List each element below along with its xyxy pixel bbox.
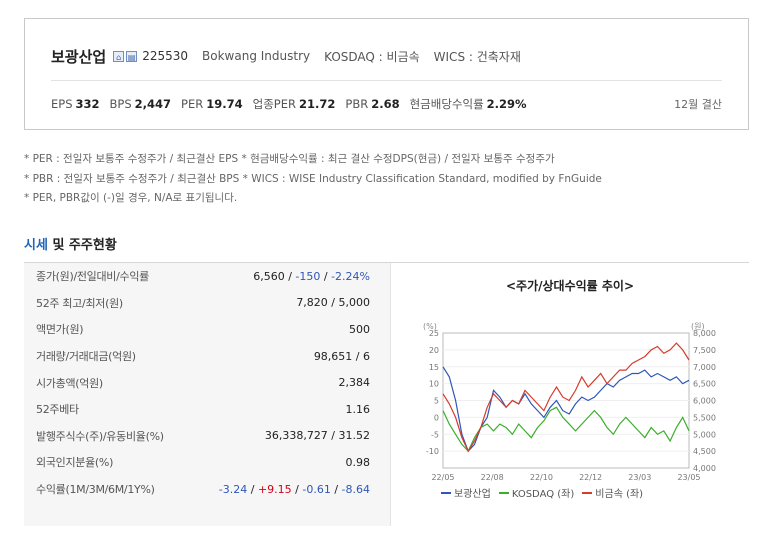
header-divider bbox=[51, 80, 722, 81]
left-tick-label: 5 bbox=[434, 397, 439, 406]
table-row: 거래량/거래대금(억원) 98,651 / 6 bbox=[24, 343, 390, 370]
section-title: 시세 및 주주현황 bbox=[24, 234, 117, 253]
price-table: 종가(원)/전일대비/수익률 6,560 / -150 / -2.24% 52주… bbox=[24, 263, 390, 526]
indicator-row: EPS 332 BPS 2,447 PER 19.74 업종PER 21.72 PBR 2… bbox=[51, 95, 722, 113]
left-tick-label: 15 bbox=[429, 363, 439, 372]
series-line-0 bbox=[443, 367, 689, 451]
market-info: KOSDAQ : 비금속 bbox=[324, 48, 420, 65]
right-tick-label: 7,500 bbox=[693, 346, 716, 355]
left-tick-label: 20 bbox=[429, 346, 439, 355]
left-tick-label: 10 bbox=[429, 380, 439, 389]
right-tick-label: 7,000 bbox=[693, 363, 716, 372]
indicator-eps: EPS 332 bbox=[51, 97, 100, 111]
returns-value: -3.24 / +9.15 / -0.61 / -8.64 bbox=[219, 483, 370, 496]
right-tick-label: 6,500 bbox=[693, 380, 716, 389]
footnote: * PBR : 전일자 보통주 수정주가 / 최근결산 BPS * WICS :… bbox=[24, 170, 602, 190]
table-row: 발행주식수(주)/유동비율(%) 36,338,727 / 31.52 bbox=[24, 423, 390, 450]
stock-code: 225530 bbox=[142, 49, 188, 63]
company-header: 보광산업 ⌂ ▤ 225530 Bokwang Industry KOSDAQ … bbox=[51, 44, 535, 68]
legend-swatch-blue bbox=[441, 492, 451, 494]
table-row: 52주 최고/최저(원) 7,820 / 5,000 bbox=[24, 290, 390, 317]
x-tick-label: 22/08 bbox=[481, 473, 504, 482]
table-row: 52주베타 1.16 bbox=[24, 396, 390, 423]
legend-swatch-red bbox=[582, 492, 592, 494]
report-icon[interactable]: ▤ bbox=[126, 51, 137, 62]
table-row: 종가(원)/전일대비/수익률 6,560 / -150 / -2.24% bbox=[24, 263, 390, 290]
right-tick-label: 5,000 bbox=[693, 430, 716, 439]
right-tick-label: 8,000 bbox=[693, 329, 716, 338]
company-name-en: Bokwang Industry bbox=[202, 49, 310, 63]
x-tick-label: 22/12 bbox=[579, 473, 602, 482]
right-tick-label: 4,000 bbox=[693, 464, 716, 473]
series-line-2 bbox=[443, 343, 689, 451]
summary-box: 보광산업 ⌂ ▤ 225530 Bokwang Industry KOSDAQ … bbox=[24, 18, 749, 130]
home-icon[interactable]: ⌂ bbox=[113, 51, 124, 62]
indicator-per: PER 19.74 bbox=[181, 97, 243, 111]
footnotes: * PER : 전일자 보통주 수정주가 / 최근결산 EPS * 현금배당수익… bbox=[24, 150, 602, 209]
chart-title: <주가/상대수익률 추이> bbox=[391, 277, 749, 294]
close-price-value: 6,560 / -150 / -2.24% bbox=[253, 270, 370, 283]
table-row: 시가총액(억원) 2,384 bbox=[24, 369, 390, 396]
table-row: 수익률(1M/3M/6M/1Y%) -3.24 / +9.15 / -0.61 … bbox=[24, 476, 390, 503]
left-tick-label: 25 bbox=[429, 329, 439, 338]
indicator-pbr: PBR 2.68 bbox=[345, 97, 399, 111]
fiscal-month: 12월 결산 bbox=[674, 96, 722, 112]
indicator-sector-per: 업종PER 21.72 bbox=[253, 96, 336, 112]
chart-legend: 보광산업 KOSDAQ (좌) 비금속 (좌) bbox=[441, 485, 651, 500]
wics-info: WICS : 건축자재 bbox=[434, 48, 521, 65]
indicator-bps: BPS 2,447 bbox=[110, 97, 172, 111]
footnote: * PER : 전일자 보통주 수정주가 / 최근결산 EPS * 현금배당수익… bbox=[24, 150, 602, 170]
left-tick-label: -5 bbox=[431, 430, 439, 439]
x-tick-label: 23/03 bbox=[628, 473, 651, 482]
chart-panel: <주가/상대수익률 추이> (%) (원) 25 20 15 10 5 0 -5 -10 8,000… bbox=[390, 263, 749, 526]
x-tick-label: 22/05 bbox=[431, 473, 454, 482]
table-row: 외국인지분율(%) 0.98 bbox=[24, 449, 390, 476]
indicator-dividend-yield: 현금배당수익률 2.29% bbox=[410, 96, 527, 112]
legend-swatch-green bbox=[499, 492, 509, 494]
right-tick-label: 4,500 bbox=[693, 447, 716, 456]
footnote: * PER, PBR값이 (-)일 경우, N/A로 표기됩니다. bbox=[24, 189, 602, 209]
x-tick-label: 23/05 bbox=[677, 473, 700, 482]
left-tick-label: -10 bbox=[426, 447, 439, 456]
x-tick-label: 22/10 bbox=[530, 473, 553, 482]
left-tick-label: 0 bbox=[434, 413, 439, 422]
table-row: 액면가(원) 500 bbox=[24, 316, 390, 343]
company-name: 보광산업 bbox=[51, 46, 106, 67]
right-tick-label: 5,500 bbox=[693, 413, 716, 422]
right-tick-label: 6,000 bbox=[693, 397, 716, 406]
